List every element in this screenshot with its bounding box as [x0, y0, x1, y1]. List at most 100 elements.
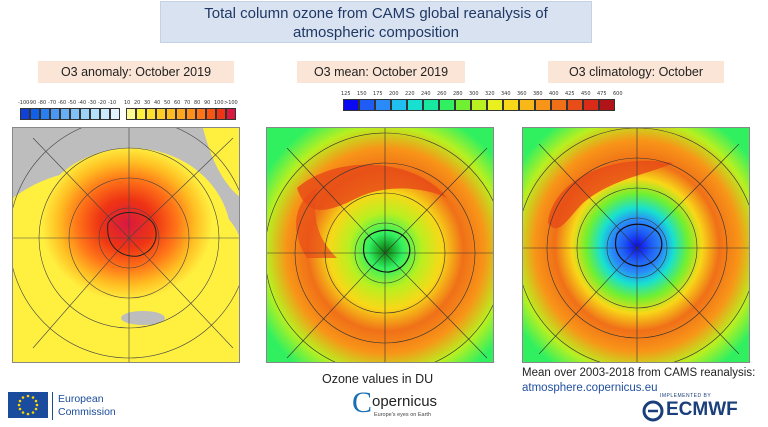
scale-tick-label: -50: [68, 100, 77, 106]
scale-tick-label: 80: [194, 100, 201, 106]
scale-color-cell: [80, 108, 90, 120]
mean-panel-label: O3 mean: October 2019: [297, 61, 465, 83]
scale-color-cell: [146, 108, 156, 120]
anomaly-map: [12, 127, 240, 363]
scale-color-cell: [196, 108, 206, 120]
ecmwf-logo: IMPLEMENTED BY ECMWF: [640, 393, 764, 423]
ecmwf-name: ECMWF: [666, 399, 738, 420]
climatology-caption: Mean over 2003-2018 from CAMS reanalysis…: [522, 366, 755, 396]
scale-color-cell: [375, 99, 391, 111]
scale-color-cell: [166, 108, 176, 120]
atmosphere-link[interactable]: atmosphere.copernicus.eu: [522, 382, 658, 394]
scale-tick-label: 400: [549, 91, 559, 97]
scale-tick-label: 425: [565, 91, 575, 97]
scale-color-cell: [599, 99, 615, 111]
scale-color-cell: [407, 99, 423, 111]
scale-color-cell: [206, 108, 216, 120]
scale-tick-label: 360: [517, 91, 527, 97]
ecmwf-globe-icon: [642, 400, 664, 422]
scale-tick-label: -10: [108, 100, 117, 106]
scale-tick-label: 200: [389, 91, 399, 97]
scale-color-cell: [60, 108, 70, 120]
scale-tick-label: -80: [38, 100, 47, 106]
mean-map: [266, 127, 494, 363]
scale-tick-label: 600: [613, 91, 623, 97]
scale-tick-label: 50: [164, 100, 171, 106]
scale-tick-label: 260: [437, 91, 447, 97]
scale-tick-label: 90: [204, 100, 211, 106]
scale-color-cell: [100, 108, 110, 120]
scale-color-cell: [70, 108, 80, 120]
scale-tick-label: 150: [357, 91, 367, 97]
european-commission-logo: European Commission: [6, 390, 126, 422]
title-banner: Total column ozone from CAMS global rean…: [160, 1, 592, 43]
copernicus-c-letter: C: [352, 386, 373, 419]
scale-tick-label: -100: [18, 100, 30, 106]
climatology-map: [522, 127, 750, 363]
scale-color-cell: [343, 99, 359, 111]
scale-tick-label: 60: [174, 100, 181, 106]
scale-color-cell: [186, 108, 196, 120]
scale-tick-label: 300: [469, 91, 479, 97]
eu-flag-icon: [8, 392, 48, 418]
ec-logo-line-2: Commission: [58, 406, 116, 418]
scale-color-cell: [216, 108, 226, 120]
scale-color-cell: [359, 99, 375, 111]
copernicus-logo: C opernicus Europe's eyes on Earth: [352, 386, 462, 424]
ecmwf-implemented-by: IMPLEMENTED BY: [660, 393, 712, 399]
scale-tick-label: 10: [124, 100, 131, 106]
copernicus-name: opernicus: [372, 393, 438, 410]
climatology-panel-label: O3 climatology: October: [548, 61, 724, 83]
scale-color-cell: [551, 99, 567, 111]
scale-color-cell: [567, 99, 583, 111]
scale-tick-label: -20: [98, 100, 107, 106]
scale-color-cell: [90, 108, 100, 120]
scale-tick-label: 320: [485, 91, 495, 97]
scale-tick-label: 380: [533, 91, 543, 97]
scale-tick-label: 70: [184, 100, 191, 106]
title-line-1: Total column ozone from CAMS global rean…: [204, 5, 548, 22]
scale-tick-label: -90: [28, 100, 37, 106]
scale-color-cell: [503, 99, 519, 111]
anomaly-color-scale: [20, 108, 236, 120]
copernicus-tagline: Europe's eyes on Earth: [374, 412, 432, 418]
climatology-caption-text: Mean over 2003-2018 from CAMS reanalysis…: [522, 367, 756, 379]
scale-tick-label: 475: [597, 91, 607, 97]
anomaly-panel-label: O3 anomaly: October 2019: [38, 61, 234, 83]
scale-color-cell: [455, 99, 471, 111]
scale-color-cell: [126, 108, 136, 120]
scale-color-cell: [30, 108, 40, 120]
scale-tick-label: 125: [341, 91, 351, 97]
scale-tick-label: -70: [48, 100, 57, 106]
ec-logo-line-1: European: [58, 393, 104, 405]
scale-color-cell: [40, 108, 50, 120]
scale-tick-label: 20: [134, 100, 141, 106]
scale-tick-label: -30: [88, 100, 97, 106]
scale-color-cell: [439, 99, 455, 111]
scale-color-cell: [50, 108, 60, 120]
scale-color-cell: [20, 108, 30, 120]
scale-tick-label: >100: [224, 100, 238, 106]
scale-color-cell: [226, 108, 236, 120]
scale-color-cell: [156, 108, 166, 120]
scale-color-cell: [487, 99, 503, 111]
anomaly-scale-ticks: -100 -90 -80 -70 -60 -50 -40 -30 -20 -10 10 20 30 40 5…: [18, 100, 250, 108]
scale-tick-label: 100: [214, 100, 224, 106]
title-line-2: atmospheric composition: [293, 24, 459, 41]
scale-tick-label: 240: [421, 91, 431, 97]
scale-tick-label: 175: [373, 91, 383, 97]
scale-tick-label: 30: [144, 100, 151, 106]
scale-tick-label: -60: [58, 100, 67, 106]
scale-tick-label: 220: [405, 91, 415, 97]
mean-scale-ticks: 125 150 175 200 220 240 260 280 300 320 340 360 380 4…: [341, 91, 633, 99]
scale-color-cell: [535, 99, 551, 111]
scale-color-cell: [471, 99, 487, 111]
scale-color-cell: [176, 108, 186, 120]
ozone-units-caption: Ozone values in DU: [322, 372, 434, 386]
scale-tick-label: 340: [501, 91, 511, 97]
scale-color-cell: [110, 108, 120, 120]
scale-tick-label: -40: [78, 100, 87, 106]
scale-color-cell: [136, 108, 146, 120]
mean-color-scale: [343, 99, 615, 111]
scale-tick-label: 280: [453, 91, 463, 97]
